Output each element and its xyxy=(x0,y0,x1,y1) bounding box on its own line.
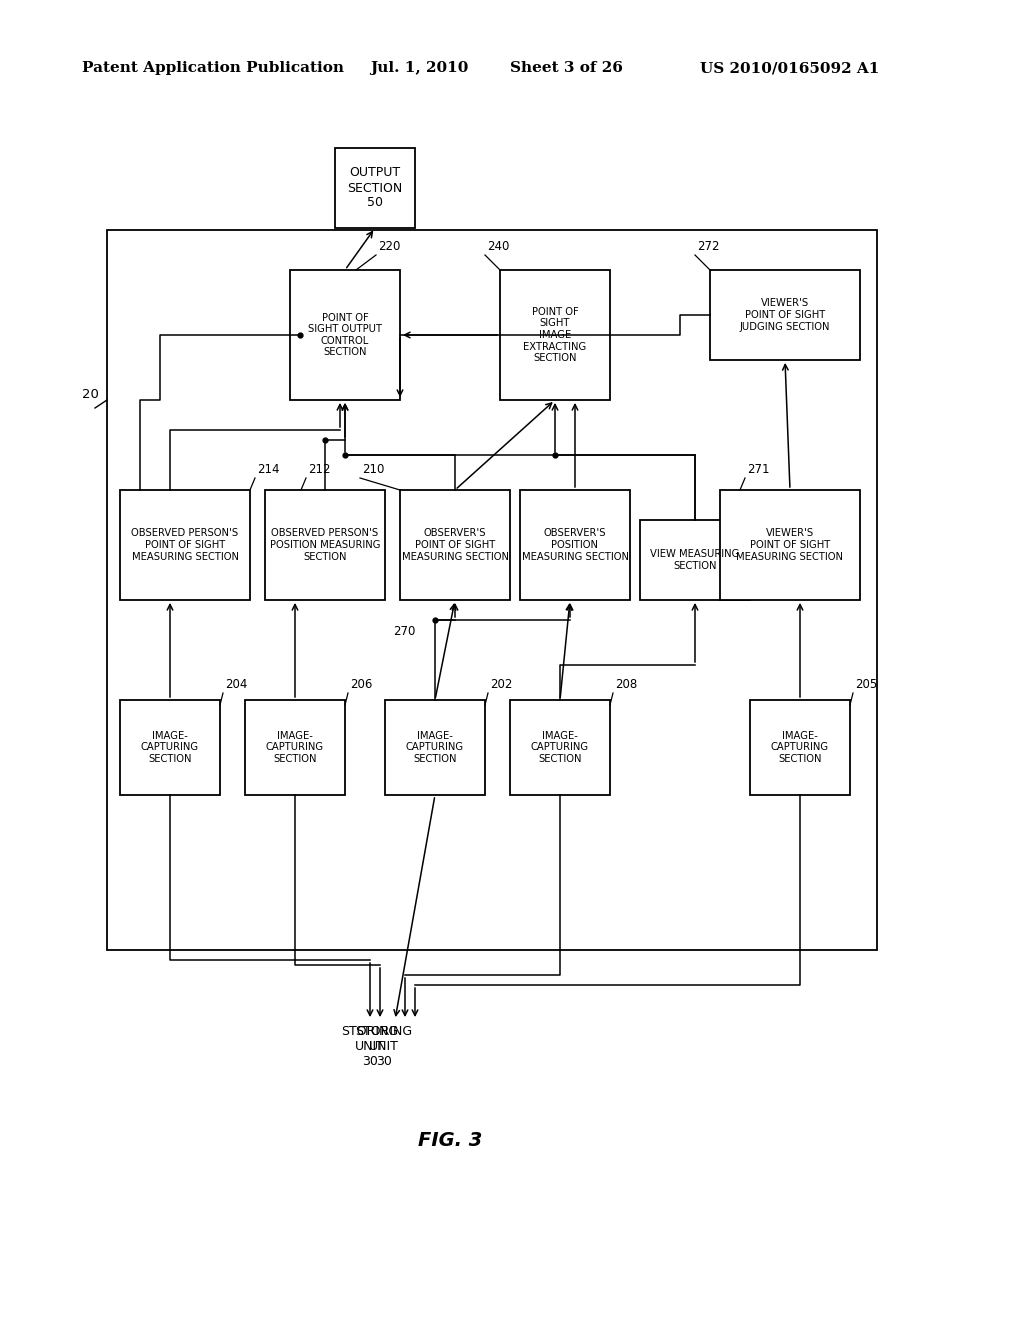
Text: 210: 210 xyxy=(362,463,384,477)
Text: IMAGE-
CAPTURING
SECTION: IMAGE- CAPTURING SECTION xyxy=(530,731,589,764)
Bar xyxy=(290,271,400,400)
Text: Patent Application Publication: Patent Application Publication xyxy=(82,61,344,75)
Text: 240: 240 xyxy=(487,240,509,253)
Bar xyxy=(245,700,345,795)
Text: IMAGE-
CAPTURING
SECTION: IMAGE- CAPTURING SECTION xyxy=(266,731,324,764)
Bar xyxy=(500,271,610,400)
Text: STORING
UNIT
30: STORING UNIT 30 xyxy=(355,1026,412,1068)
Text: STORING
UNIT
30: STORING UNIT 30 xyxy=(341,1026,398,1068)
Text: Sheet 3 of 26: Sheet 3 of 26 xyxy=(510,61,623,75)
Bar xyxy=(120,490,250,601)
Text: OBSERVER'S
POSITION
MEASURING SECTION: OBSERVER'S POSITION MEASURING SECTION xyxy=(521,528,629,561)
Bar xyxy=(510,700,610,795)
Bar xyxy=(750,700,850,795)
Bar xyxy=(720,490,860,601)
Text: 20: 20 xyxy=(82,388,99,401)
Bar xyxy=(120,700,220,795)
Text: 204: 204 xyxy=(225,678,248,690)
Text: 214: 214 xyxy=(257,463,280,477)
Text: 208: 208 xyxy=(615,678,637,690)
Bar xyxy=(106,230,877,950)
Text: IMAGE-
CAPTURING
SECTION: IMAGE- CAPTURING SECTION xyxy=(771,731,829,764)
Bar xyxy=(335,148,415,228)
Text: 270: 270 xyxy=(392,624,415,638)
Text: FIG. 3: FIG. 3 xyxy=(418,1130,482,1150)
Text: US 2010/0165092 A1: US 2010/0165092 A1 xyxy=(700,61,880,75)
Text: 272: 272 xyxy=(697,240,720,253)
Text: IMAGE-
CAPTURING
SECTION: IMAGE- CAPTURING SECTION xyxy=(141,731,199,764)
Text: Jul. 1, 2010: Jul. 1, 2010 xyxy=(370,61,468,75)
Bar xyxy=(710,271,860,360)
Text: OBSERVED PERSON'S
POSITION MEASURING
SECTION: OBSERVED PERSON'S POSITION MEASURING SEC… xyxy=(269,528,380,561)
Bar xyxy=(520,490,630,601)
Bar xyxy=(385,700,485,795)
Text: OBSERVER'S
POINT OF SIGHT
MEASURING SECTION: OBSERVER'S POINT OF SIGHT MEASURING SECT… xyxy=(401,528,509,561)
Text: IMAGE-
CAPTURING
SECTION: IMAGE- CAPTURING SECTION xyxy=(406,731,464,764)
Text: 230: 230 xyxy=(760,507,782,520)
Text: POINT OF
SIGHT OUTPUT
CONTROL
SECTION: POINT OF SIGHT OUTPUT CONTROL SECTION xyxy=(308,313,382,358)
Text: VIEWER'S
POINT OF SIGHT
MEASURING SECTION: VIEWER'S POINT OF SIGHT MEASURING SECTIO… xyxy=(736,528,844,561)
Text: 271: 271 xyxy=(746,463,769,477)
Bar xyxy=(400,490,510,601)
Text: 205: 205 xyxy=(855,678,878,690)
Text: OUTPUT
SECTION
50: OUTPUT SECTION 50 xyxy=(347,166,402,210)
Text: POINT OF
SIGHT
IMAGE
EXTRACTING
SECTION: POINT OF SIGHT IMAGE EXTRACTING SECTION xyxy=(523,306,587,363)
Text: 202: 202 xyxy=(490,678,512,690)
Text: 212: 212 xyxy=(308,463,331,477)
Bar xyxy=(640,520,750,601)
Text: 206: 206 xyxy=(350,678,373,690)
Text: VIEWER'S
POINT OF SIGHT
JUDGING SECTION: VIEWER'S POINT OF SIGHT JUDGING SECTION xyxy=(739,298,830,331)
Bar xyxy=(265,490,385,601)
Text: 220: 220 xyxy=(378,240,400,253)
Text: VIEW MEASURING
SECTION: VIEW MEASURING SECTION xyxy=(650,549,739,570)
Text: OBSERVED PERSON'S
POINT OF SIGHT
MEASURING SECTION: OBSERVED PERSON'S POINT OF SIGHT MEASURI… xyxy=(131,528,239,561)
